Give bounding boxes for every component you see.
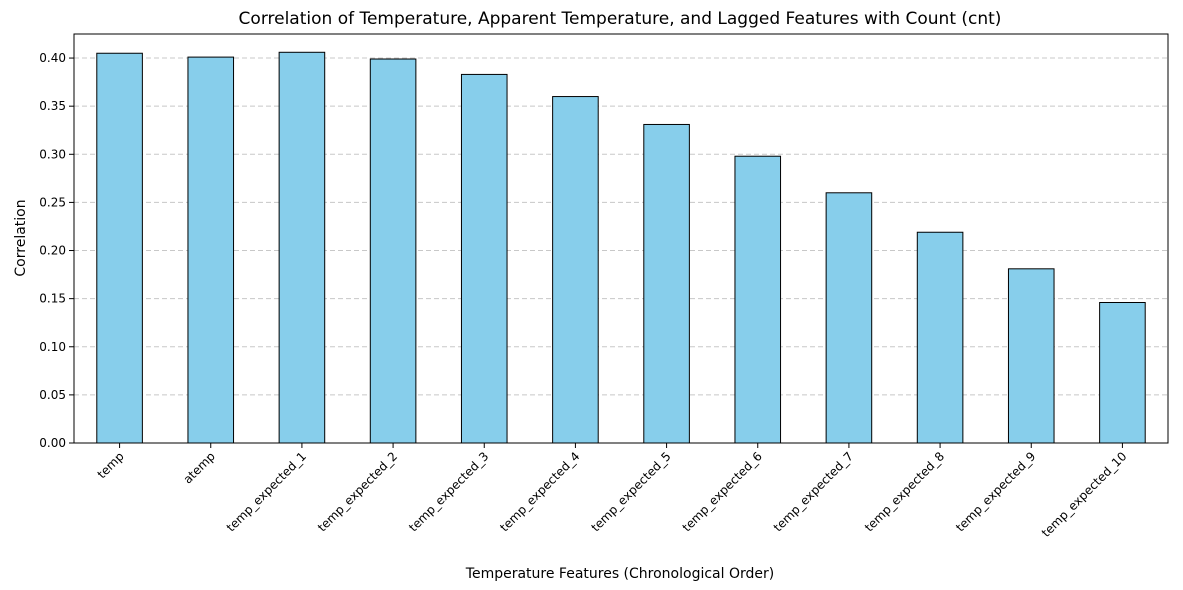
bar-temp-expected-4 [552,96,599,444]
bars [96,51,1146,444]
chart-title: Correlation of Temperature, Apparent Tem… [239,9,1002,29]
bar-temp-expected-10 [1099,301,1146,444]
x-tick-label: temp_expected_2 [315,449,400,534]
y-tick-label: 0.30 [39,147,66,161]
x-tick-label: temp_expected_5 [588,449,673,534]
bar-temp-expected-1 [278,51,326,444]
x-tick-label: temp_expected_3 [406,449,491,534]
y-tick-label: 0.05 [39,388,66,402]
y-tick-label: 0.25 [39,195,66,209]
bar-temp-expected-8 [916,231,964,444]
x-tick-label: temp_expected_8 [862,449,947,534]
y-tick-label: 0.20 [39,244,66,258]
bar-atemp [187,56,235,444]
x-tick-label: temp_expected_6 [680,449,765,534]
x-tick-label: temp_expected_10 [1039,449,1130,540]
y-tick-label: 0.35 [39,99,66,113]
y-axis-title: Correlation [13,199,29,276]
bar-temp [96,52,143,444]
x-tick-label: temp_expected_1 [224,449,309,534]
x-axis-title: Temperature Features (Chronological Orde… [465,566,774,582]
y-axis: 0.00 0.05 0.10 0.15 0.20 0.25 0.30 0.35 0.40 [39,51,74,450]
x-tick-label: temp_expected_7 [771,449,856,534]
plot-frame [73,33,1169,444]
bar-temp-expected-7 [825,192,873,444]
grid-lines [74,57,1168,444]
bar-temp-expected-9 [1007,268,1055,444]
y-tick-label: 0.10 [39,340,66,354]
x-tick-label: temp_expected_9 [953,449,1038,534]
bar-temp-expected-3 [460,73,508,444]
bar-temp-expected-5 [643,123,690,444]
x-tick-label: atemp [181,449,218,486]
bar-temp-expected-6 [734,155,782,444]
x-tick-label: temp [95,449,127,481]
bar-temp-expected-2 [369,58,417,444]
y-tick-label: 0.00 [39,436,66,450]
x-tick-label: temp_expected_4 [497,449,582,534]
y-tick-label: 0.15 [39,292,66,306]
y-tick-label: 0.40 [39,51,66,65]
x-axis: temp atemp temp_expected_1 temp_expected_2 t… [95,443,1130,540]
